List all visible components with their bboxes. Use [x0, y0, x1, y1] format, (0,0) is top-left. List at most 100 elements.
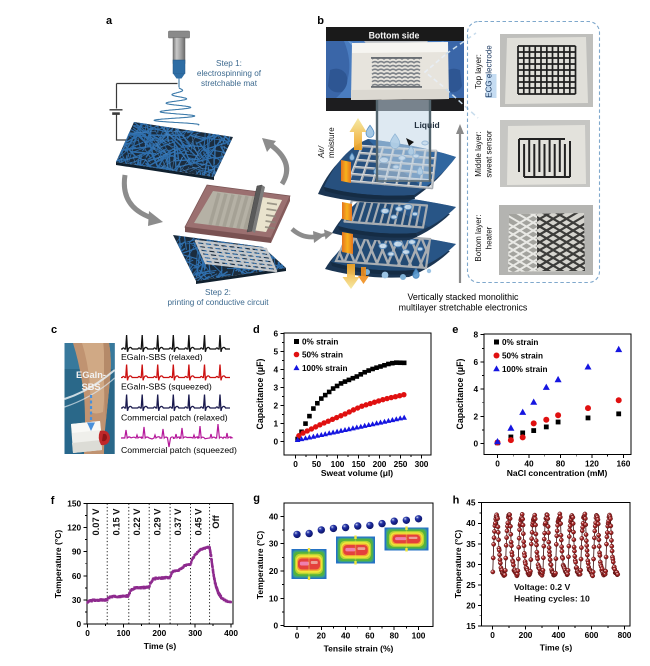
svg-text:Commercial patch (relaxed): Commercial patch (relaxed) [121, 413, 228, 423]
svg-text:0: 0 [495, 459, 500, 469]
svg-text:0% strain: 0% strain [302, 338, 338, 347]
svg-text:0% strain: 0% strain [502, 338, 538, 347]
svg-text:0: 0 [490, 630, 495, 640]
svg-text:0.22 V: 0.22 V [132, 508, 142, 536]
svg-text:Voltage: 0.2 V: Voltage: 0.2 V [514, 582, 571, 592]
svg-text:0.07 V: 0.07 V [91, 508, 101, 536]
svg-text:4: 4 [273, 365, 278, 375]
svg-text:Sweat volume (μl): Sweat volume (μl) [321, 468, 393, 478]
svg-text:0.45 V: 0.45 V [194, 508, 204, 536]
svg-text:50% strain: 50% strain [302, 351, 343, 360]
svg-text:20: 20 [269, 566, 279, 576]
svg-text:Middle layer:: Middle layer: [474, 131, 483, 176]
svg-text:Step 2:: Step 2: [205, 288, 231, 297]
svg-text:0: 0 [293, 459, 298, 469]
svg-text:c: c [51, 324, 57, 336]
svg-text:250: 250 [394, 459, 408, 469]
svg-text:0.15 V: 0.15 V [112, 508, 122, 536]
svg-text:5: 5 [273, 347, 278, 357]
svg-text:0: 0 [76, 619, 81, 629]
svg-text:20: 20 [466, 601, 476, 611]
svg-text:90: 90 [72, 547, 82, 557]
svg-text:3: 3 [273, 383, 278, 393]
svg-text:160: 160 [616, 459, 630, 469]
svg-text:EGaIn-: EGaIn- [76, 370, 106, 380]
svg-text:Capacitance (μF): Capacitance (μF) [255, 358, 265, 429]
svg-text:40: 40 [341, 631, 351, 641]
svg-text:heater: heater [485, 226, 494, 249]
svg-text:40: 40 [466, 518, 476, 528]
svg-text:sweat sensor: sweat sensor [485, 130, 494, 177]
svg-text:Air/: Air/ [317, 145, 326, 159]
svg-text:0: 0 [473, 439, 478, 449]
svg-text:EGaIn-SBS (squeezed): EGaIn-SBS (squeezed) [121, 382, 212, 392]
svg-text:Liquid: Liquid [414, 120, 440, 130]
svg-text:h: h [453, 495, 460, 507]
svg-text:Tensile strain (%): Tensile strain (%) [324, 644, 394, 654]
svg-text:0: 0 [273, 621, 278, 631]
svg-text:20: 20 [317, 631, 327, 641]
svg-text:300: 300 [415, 459, 429, 469]
svg-text:a: a [106, 15, 113, 27]
svg-text:e: e [452, 324, 458, 336]
svg-text:0: 0 [295, 631, 300, 641]
svg-text:6: 6 [473, 357, 478, 367]
svg-text:150: 150 [67, 499, 81, 509]
svg-text:200: 200 [519, 630, 533, 640]
svg-text:Temperature (°C): Temperature (°C) [453, 530, 463, 599]
svg-text:120: 120 [67, 523, 81, 533]
svg-text:Time (s): Time (s) [540, 643, 573, 653]
svg-text:Capacitance (μF): Capacitance (μF) [455, 358, 465, 429]
svg-text:electrospinning of: electrospinning of [197, 69, 262, 78]
svg-text:30: 30 [466, 559, 476, 569]
svg-text:Commercial patch (squeezed): Commercial patch (squeezed) [121, 445, 237, 455]
svg-text:0.29 V: 0.29 V [153, 508, 163, 536]
svg-text:multilayer stretchable electro: multilayer stretchable electronics [399, 303, 528, 313]
svg-text:Bottom side: Bottom side [369, 31, 420, 41]
svg-text:Bottom layer:: Bottom layer: [474, 214, 483, 261]
svg-text:60: 60 [72, 571, 82, 581]
svg-text:Temperature (°C): Temperature (°C) [255, 531, 265, 600]
svg-text:EGaIn-SBS (relaxed): EGaIn-SBS (relaxed) [121, 352, 203, 362]
svg-text:8: 8 [473, 330, 478, 340]
svg-text:35: 35 [466, 539, 476, 549]
svg-text:Off: Off [211, 514, 221, 528]
svg-text:4: 4 [473, 384, 478, 394]
svg-text:60: 60 [365, 631, 375, 641]
svg-text:2: 2 [273, 401, 278, 411]
svg-text:g: g [253, 493, 260, 505]
svg-text:80: 80 [390, 631, 400, 641]
svg-text:100: 100 [412, 631, 426, 641]
svg-text:30: 30 [72, 595, 82, 605]
svg-text:30: 30 [269, 539, 279, 549]
svg-text:Step 1:: Step 1: [216, 59, 242, 68]
svg-text:NaCl concentration (mM): NaCl concentration (mM) [507, 468, 608, 478]
svg-text:f: f [51, 495, 55, 507]
svg-text:SBS: SBS [81, 382, 100, 392]
svg-text:1: 1 [273, 419, 278, 429]
svg-text:45: 45 [466, 498, 476, 508]
svg-text:0.37 V: 0.37 V [173, 508, 183, 536]
svg-text:200: 200 [152, 628, 166, 638]
svg-text:Temperature (°C): Temperature (°C) [53, 530, 63, 599]
svg-text:50% strain: 50% strain [502, 352, 543, 361]
svg-text:0: 0 [85, 628, 90, 638]
svg-text:Vertically stacked monolithic: Vertically stacked monolithic [408, 292, 520, 302]
svg-text:b: b [317, 15, 324, 27]
svg-text:printing of conductive circuit: printing of conductive circuit [167, 298, 269, 307]
svg-text:0: 0 [273, 437, 278, 447]
svg-text:Top layer:: Top layer: [474, 54, 483, 89]
svg-text:600: 600 [585, 630, 599, 640]
svg-text:ECG electrode: ECG electrode [485, 45, 494, 98]
svg-text:10: 10 [269, 593, 279, 603]
svg-text:Heating cycles: 10: Heating cycles: 10 [514, 594, 590, 604]
svg-text:100% strain: 100% strain [302, 364, 348, 373]
svg-text:Time (s): Time (s) [144, 641, 177, 651]
svg-text:2: 2 [473, 411, 478, 421]
svg-text:moisture: moisture [327, 127, 336, 158]
svg-text:stretchable mat: stretchable mat [201, 79, 258, 88]
svg-text:25: 25 [466, 580, 476, 590]
svg-text:6: 6 [273, 329, 278, 339]
svg-text:d: d [253, 324, 260, 336]
svg-text:100: 100 [116, 628, 130, 638]
